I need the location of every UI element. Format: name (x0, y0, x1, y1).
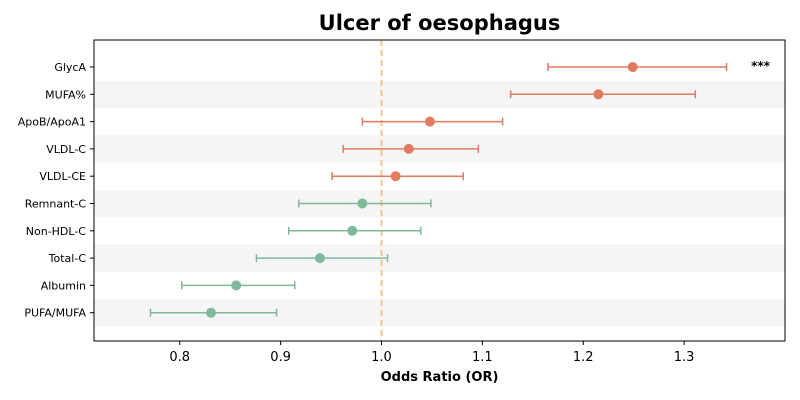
x-tick-label: 1.2 (573, 350, 594, 365)
forest-row: VLDL-C (46, 143, 480, 156)
x-tick-label: 1.0 (371, 350, 392, 365)
x-tick-label: 0.9 (270, 350, 291, 365)
row-band (94, 244, 785, 272)
row-bands (94, 80, 785, 327)
forest-row: Non-HDL-C (26, 225, 422, 238)
y-tick-label: Remnant-C (25, 198, 87, 211)
row-band (94, 189, 785, 218)
or-point (231, 280, 242, 291)
data-rows: GlycA *** MUFA% ApoB/ApoA1 VLDL-C VLDL-CE Remn… (18, 59, 771, 320)
forest-row: ApoB/ApoA1 (18, 116, 504, 129)
or-point (206, 307, 217, 318)
or-point (627, 62, 638, 72)
y-tick-label: Non-HDL-C (26, 225, 87, 238)
y-tick-label: PUFA/MUFA (24, 307, 86, 320)
or-point (593, 89, 604, 100)
chart-title: Ulcer of oesophagus (319, 11, 561, 35)
forest-row: GlycA *** (54, 59, 770, 74)
or-point (390, 171, 401, 182)
or-point (314, 253, 325, 264)
x-tick-label: 1.1 (472, 350, 493, 365)
forest-row: PUFA/MUFA (24, 307, 278, 320)
y-tick-label: Total-C (48, 252, 87, 265)
x-tick-label: 1.3 (674, 350, 695, 365)
y-tick-label: GlycA (54, 61, 86, 74)
y-tick-label: VLDL-CE (39, 170, 86, 183)
x-axis-ticks: 0.8 0.9 1.0 1.1 1.2 1.3 (169, 341, 694, 365)
y-tick-label: MUFA% (45, 88, 86, 101)
forest-row: Remnant-C (25, 198, 432, 211)
x-axis-label: Odds Ratio (OR) (381, 370, 499, 385)
y-tick-label: VLDL-C (46, 143, 86, 156)
y-tick-label: ApoB/ApoA1 (18, 116, 86, 129)
forest-row: VLDL-CE (39, 170, 464, 183)
or-point (357, 198, 368, 209)
x-tick-label: 0.8 (169, 350, 190, 365)
y-tick-label: Albumin (41, 279, 86, 292)
significance-annotation: *** (751, 59, 771, 73)
forest-row: MUFA% (45, 88, 696, 101)
plot-frame (93, 39, 786, 342)
forest-row: Albumin (41, 279, 296, 292)
or-point (403, 143, 414, 154)
forest-row: Total-C (48, 252, 389, 265)
or-point (347, 225, 358, 236)
or-point (424, 116, 435, 127)
